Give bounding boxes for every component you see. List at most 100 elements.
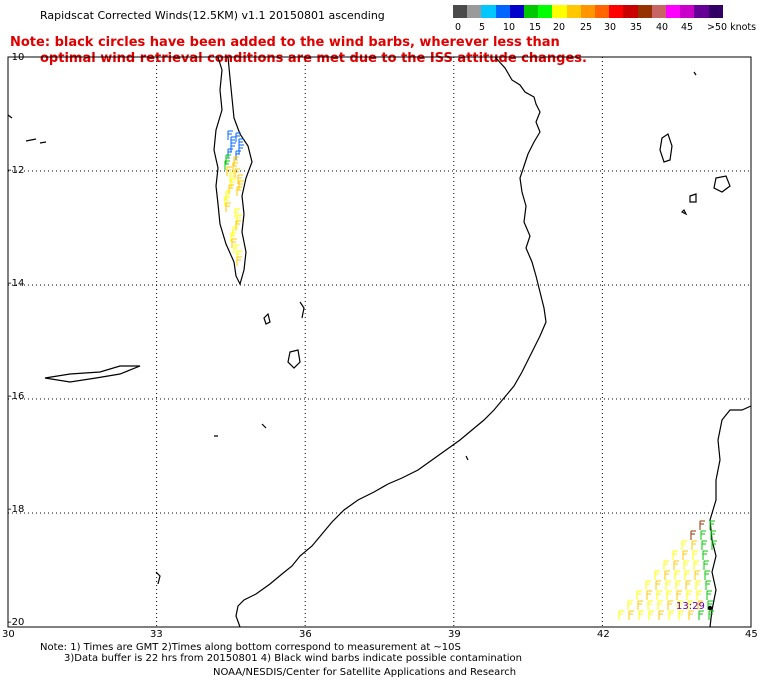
wind-barb [695,580,701,590]
wind-barb [230,178,236,188]
wind-barb [232,226,238,236]
wind-barb [233,244,239,254]
wind-barb [234,208,240,218]
wind-barb [227,148,233,158]
contamination-marker [707,605,713,611]
footer-note-line-2: 3)Data buffer is 22 hrs from 20150801 4)… [64,653,522,664]
wind-barb [238,144,244,154]
scale-swatch [694,5,709,18]
lon-label-36: 36 [299,629,312,640]
inland-feature-3 [263,312,271,325]
wind-barb [235,150,241,160]
scale-swatch [453,5,468,18]
wind-barb [666,590,672,600]
wind-barb [692,550,698,560]
scale-label: 10 [503,22,516,33]
wind-barb [700,530,706,540]
wind-barb [693,560,699,570]
wind-barb [710,530,716,540]
wind-barb [686,590,692,600]
wind-barb [636,590,642,600]
wind-barb [238,180,244,190]
wind-barb [648,610,654,620]
island-mayotte [713,175,731,193]
wind-barb [704,570,710,580]
scale-swatch [524,5,539,18]
wind-barb [655,580,661,590]
wind-barb [702,550,708,560]
lake-malombe [287,349,301,369]
wind-barb [698,610,704,620]
wind-barb [646,590,652,600]
note-line-1: Note: black circles have been added to t… [10,35,560,50]
lon-label-30: 30 [2,629,15,640]
map-frame [7,56,752,628]
scale-swatch [680,5,695,18]
wind-barb [678,610,684,620]
wind-barb [683,560,689,570]
inland-feature-7 [155,571,161,585]
scale-label: 45 [681,22,694,33]
wind-barb [228,184,234,194]
scale-swatch [552,5,567,18]
lat-label-10s: -10 [8,52,25,63]
wind-barb [656,590,662,600]
wind-barb [703,560,709,570]
wind-barb [696,590,702,600]
wind-barb [709,520,715,530]
island-grande-comore [659,133,673,163]
wind-barb [657,600,663,610]
wind-barb [664,570,670,580]
scale-label: 35 [630,22,643,33]
coastline-mainland-mozambique [235,56,547,628]
lat-label-20s: -20 [8,617,25,628]
graticule [8,57,751,627]
scale-swatch [538,5,553,18]
wind-barb [236,256,242,266]
wind-barb [672,550,678,560]
lat-label-16s: -16 [8,391,25,402]
lon-label-39: 39 [448,629,461,640]
inland-feature-8 [693,71,697,76]
wind-barb [225,190,231,200]
inland-feature-1 [25,138,47,144]
wind-barb [233,156,239,166]
wind-barb [230,142,236,152]
scale-swatch [580,5,596,18]
scale-label: 15 [529,22,542,33]
wind-barb [675,580,681,590]
wind-barb [677,600,683,610]
wind-barb [645,580,651,590]
wind-barb [681,540,687,550]
map-title: Rapidscat Corrected Winds(12.5KM) v1.1 2… [40,9,385,22]
wind-barb [236,186,242,196]
scale-swatch [637,5,653,18]
wind-barb [667,600,673,610]
wind-barb [224,160,230,170]
scale-swatch [467,5,482,18]
island-anjouan [689,193,697,203]
scale-swatch [623,5,638,18]
inland-feature-5 [214,423,267,437]
wind-barb [224,196,230,206]
wind-barb [685,580,691,590]
wind-barb [688,610,694,620]
wind-barb [238,138,244,148]
scale-label: 40 [656,22,669,33]
wind-barb [236,214,242,224]
scale-swatch [651,5,667,18]
lon-label-42: 42 [597,629,610,640]
wind-barb [676,590,682,600]
scale-swatch [609,5,624,18]
inland-feature-4 [299,301,305,319]
wind-barb [697,600,703,610]
scale-swatch [566,5,582,18]
wind-barb [708,610,714,620]
footer-note-line-1: Note: 1) Times are GMT 2)Times along bot… [40,642,461,653]
pass-time-label: 13:29 [676,601,705,612]
wind-barb [668,610,674,620]
wind-barb [230,232,236,242]
wind-barb [235,220,241,230]
